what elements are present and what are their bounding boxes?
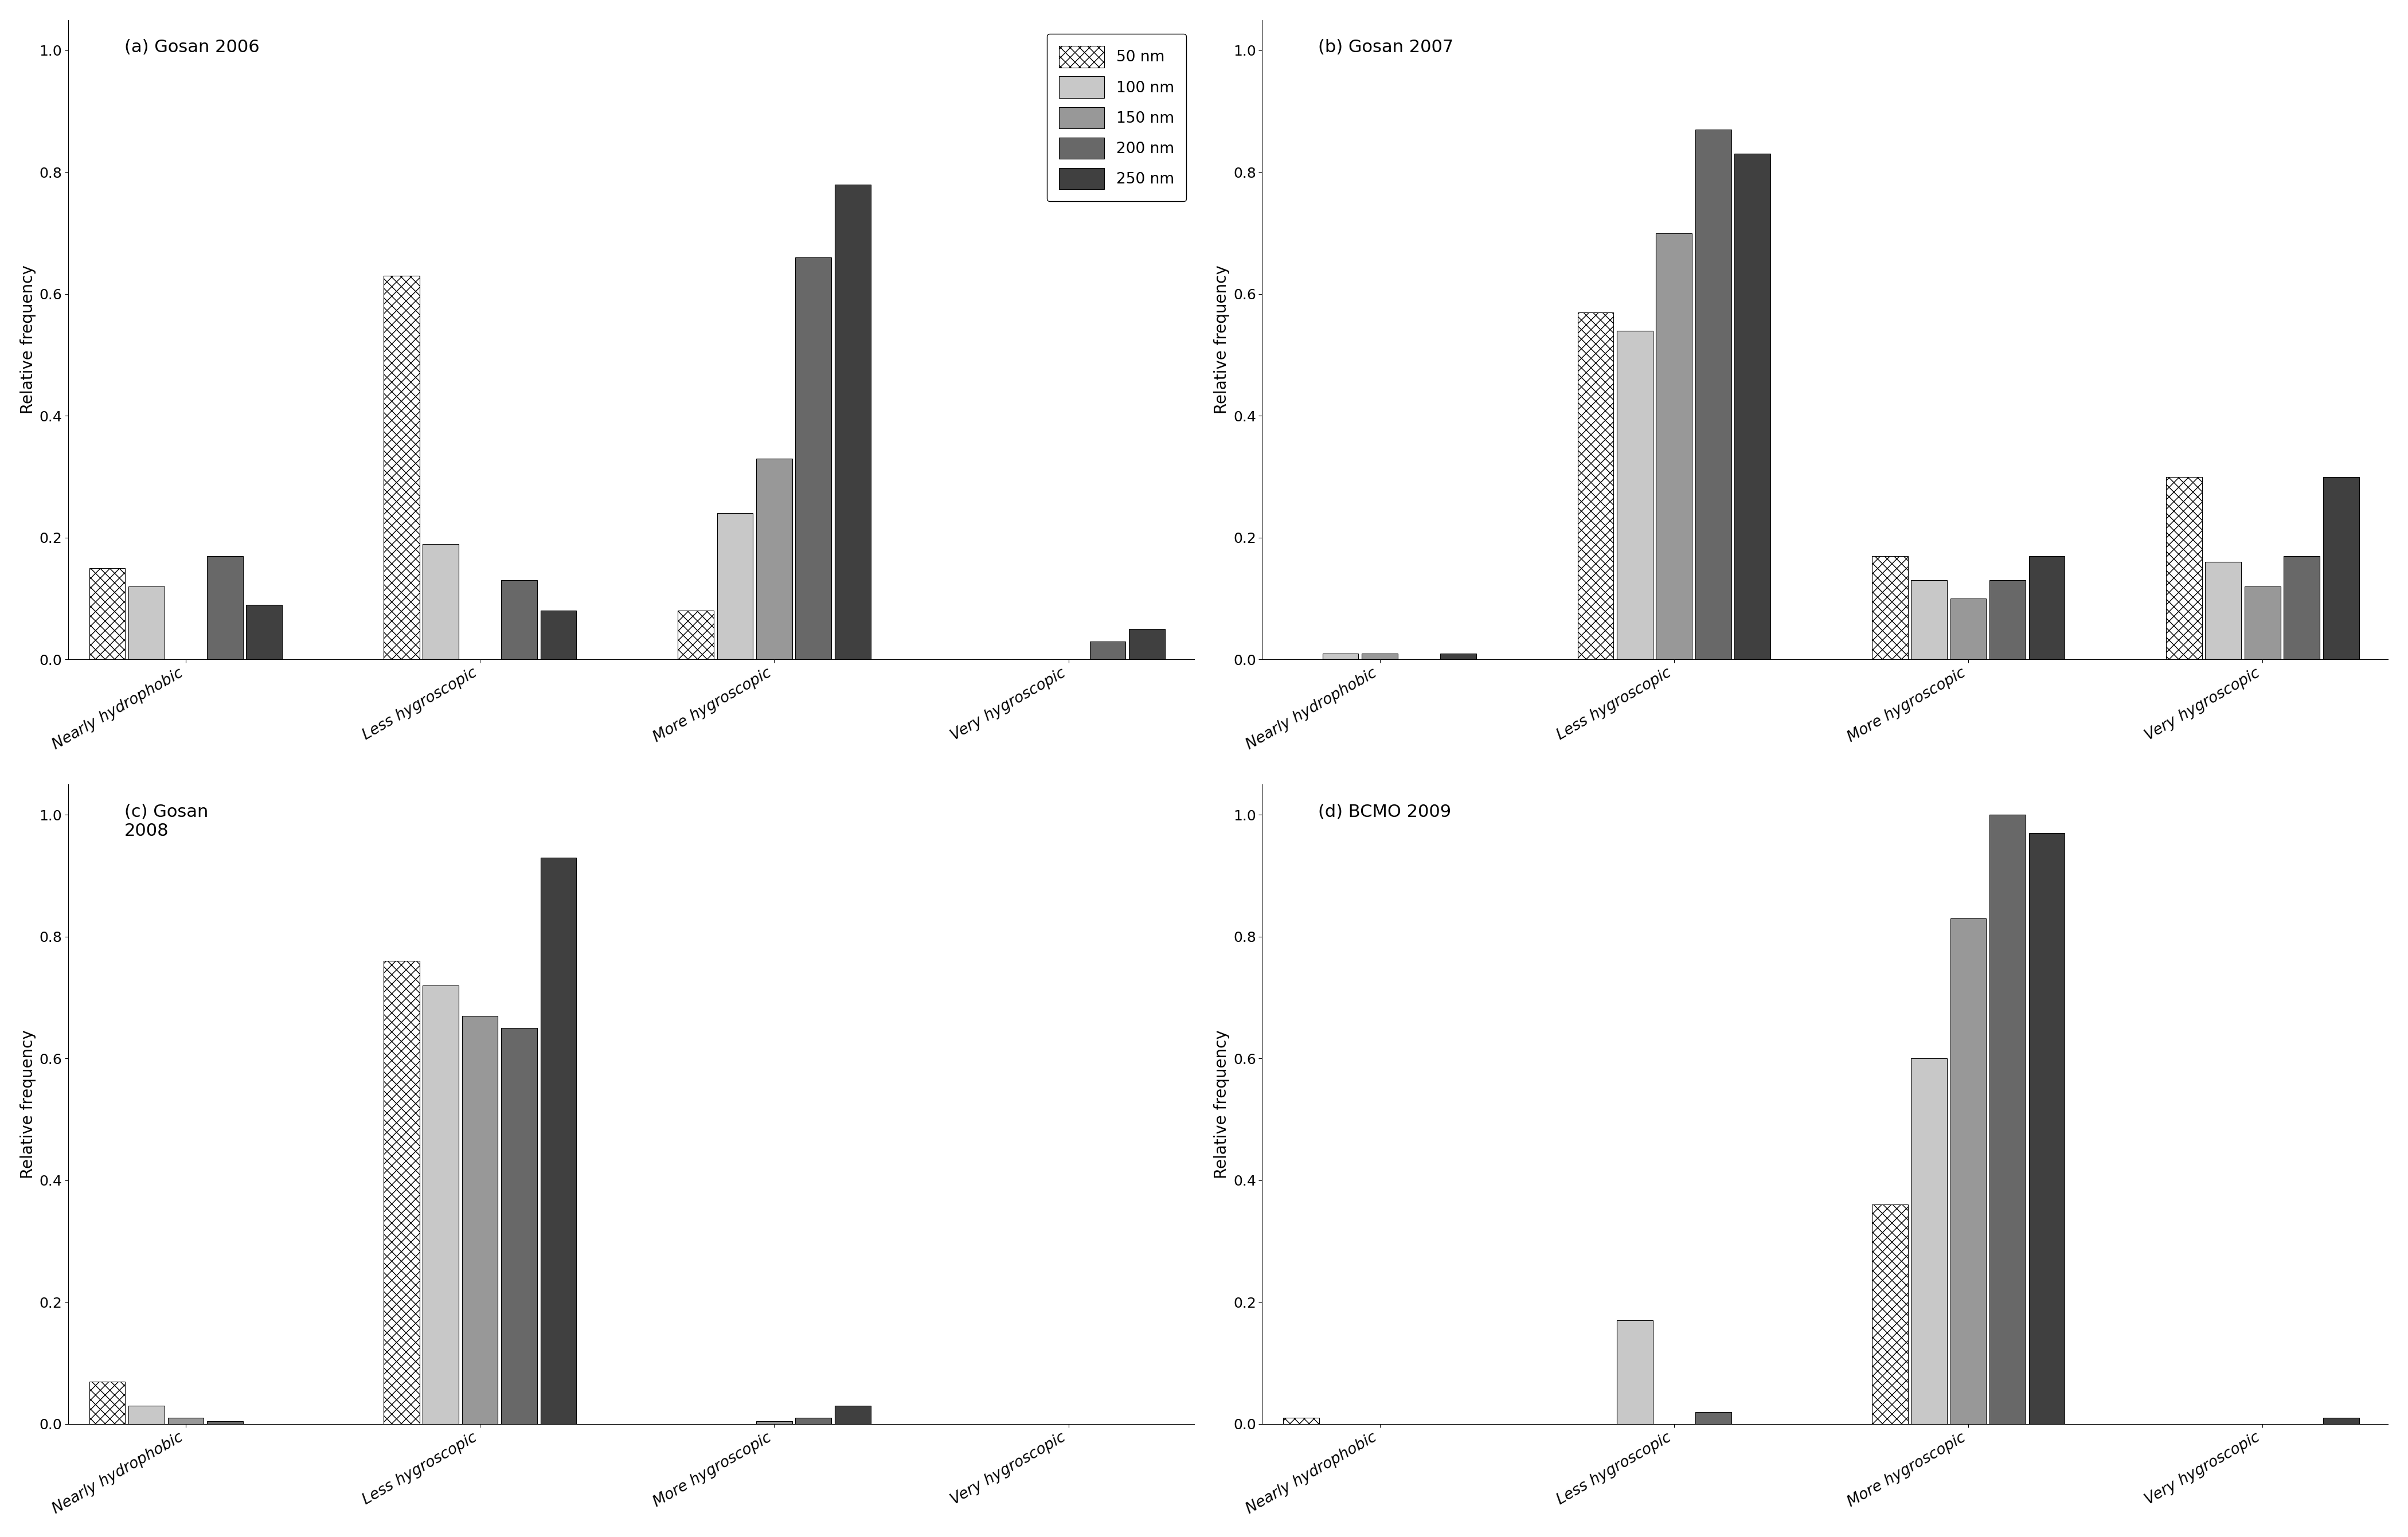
- Bar: [501, 1028, 537, 1425]
- Legend: 50 nm, 100 nm, 150 nm, 200 nm, 250 nm: 50 nm, 100 nm, 150 nm, 200 nm, 250 nm: [1047, 34, 1187, 201]
- Bar: [2324, 476, 2360, 659]
- Bar: [207, 1422, 243, 1425]
- Bar: [1912, 581, 1948, 659]
- Bar: [756, 458, 792, 659]
- Bar: [1734, 154, 1770, 659]
- Bar: [1871, 556, 1907, 659]
- Bar: [1363, 653, 1397, 659]
- Bar: [2167, 476, 2201, 659]
- Bar: [89, 1382, 125, 1425]
- Bar: [795, 258, 831, 659]
- Bar: [501, 581, 537, 659]
- Bar: [383, 275, 419, 659]
- Bar: [169, 1419, 205, 1425]
- Bar: [462, 1016, 498, 1425]
- Bar: [383, 961, 419, 1425]
- Bar: [1871, 1205, 1907, 1425]
- Bar: [1091, 641, 1125, 659]
- Bar: [128, 1406, 164, 1425]
- Y-axis label: Relative frequency: Relative frequency: [1214, 1030, 1230, 1179]
- Bar: [1577, 312, 1613, 659]
- Bar: [836, 184, 872, 659]
- Bar: [2030, 556, 2064, 659]
- Bar: [1616, 330, 1652, 659]
- Bar: [424, 985, 458, 1425]
- Bar: [1440, 653, 1476, 659]
- Bar: [1989, 815, 2025, 1425]
- Bar: [1989, 581, 2025, 659]
- Bar: [2206, 563, 2242, 659]
- Bar: [539, 858, 576, 1425]
- Bar: [1950, 598, 1987, 659]
- Bar: [756, 1422, 792, 1425]
- Bar: [2030, 833, 2064, 1425]
- Text: (a) Gosan 2006: (a) Gosan 2006: [125, 38, 260, 55]
- Bar: [424, 544, 458, 659]
- Bar: [1695, 129, 1731, 659]
- Text: (b) Gosan 2007: (b) Gosan 2007: [1317, 38, 1454, 55]
- Bar: [2324, 1419, 2360, 1425]
- Bar: [1129, 629, 1165, 659]
- Bar: [1695, 1413, 1731, 1425]
- Y-axis label: Relative frequency: Relative frequency: [19, 266, 36, 413]
- Bar: [1283, 1419, 1320, 1425]
- Bar: [1322, 653, 1358, 659]
- Bar: [677, 610, 713, 659]
- Bar: [128, 587, 164, 659]
- Bar: [246, 604, 282, 659]
- Y-axis label: Relative frequency: Relative frequency: [1214, 266, 1230, 413]
- Y-axis label: Relative frequency: Relative frequency: [19, 1030, 36, 1179]
- Bar: [89, 569, 125, 659]
- Text: (d) BCMO 2009: (d) BCMO 2009: [1317, 804, 1452, 821]
- Bar: [795, 1419, 831, 1425]
- Text: (c) Gosan
2008: (c) Gosan 2008: [125, 804, 207, 839]
- Bar: [718, 513, 754, 659]
- Bar: [836, 1406, 872, 1425]
- Bar: [539, 610, 576, 659]
- Bar: [2244, 587, 2280, 659]
- Bar: [207, 556, 243, 659]
- Bar: [1657, 234, 1693, 659]
- Bar: [2283, 556, 2319, 659]
- Bar: [1616, 1320, 1652, 1425]
- Bar: [1912, 1059, 1948, 1425]
- Bar: [1950, 919, 1987, 1425]
